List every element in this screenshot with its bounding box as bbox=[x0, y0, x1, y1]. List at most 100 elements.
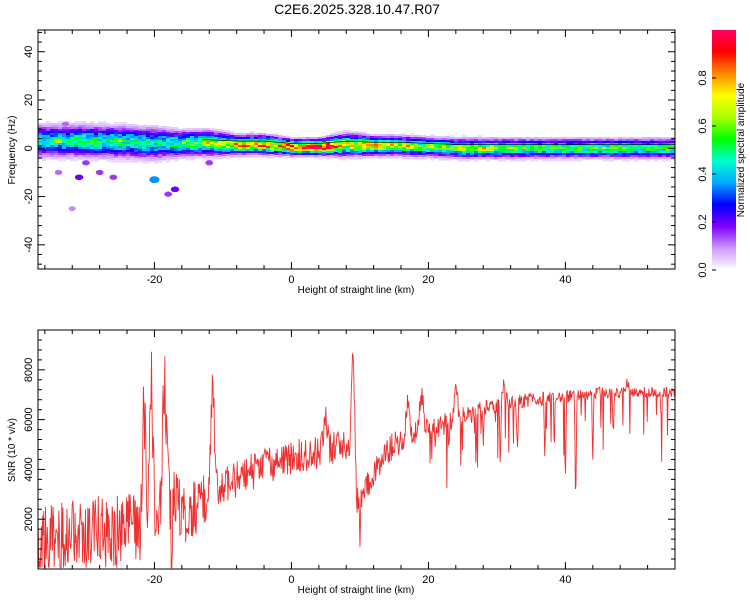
heatmap-cell bbox=[90, 145, 95, 148]
heatmap-cell bbox=[158, 152, 163, 155]
heatmap-cell bbox=[522, 143, 527, 146]
heatmap-cell bbox=[622, 149, 627, 152]
heatmap-cell bbox=[258, 153, 263, 156]
heatmap-cell bbox=[338, 149, 343, 152]
heatmap-cell bbox=[410, 141, 415, 144]
heatmap-cell bbox=[458, 137, 463, 140]
heatmap-cell bbox=[362, 138, 367, 141]
heatmap-cell bbox=[202, 152, 207, 155]
heatmap-cell bbox=[390, 140, 395, 143]
heatmap-cell bbox=[298, 143, 303, 146]
heatmap-cell bbox=[530, 159, 535, 162]
heatmap-cell bbox=[130, 158, 135, 161]
heatmap-cell bbox=[446, 138, 451, 141]
heatmap-cell bbox=[194, 146, 199, 149]
heatmap-cell bbox=[410, 155, 415, 158]
heatmap-cell bbox=[194, 148, 199, 151]
heatmap-cell bbox=[238, 151, 243, 154]
heatmap-cell bbox=[430, 134, 435, 137]
heatmap-cell bbox=[406, 149, 411, 152]
heatmap-cell bbox=[154, 147, 159, 150]
heatmap-cell bbox=[510, 159, 515, 162]
heatmap-cell bbox=[166, 152, 171, 155]
heatmap-cell bbox=[222, 148, 227, 151]
heatmap-cell bbox=[618, 145, 623, 148]
heatmap-cell bbox=[590, 139, 595, 142]
heatmap-cell bbox=[270, 148, 275, 151]
heatmap-cell bbox=[374, 142, 379, 145]
heatmap-cell bbox=[38, 129, 43, 132]
heatmap-cell bbox=[498, 137, 503, 140]
heatmap-cell bbox=[438, 154, 443, 157]
heatmap-cell bbox=[326, 135, 331, 138]
heatmap-cell bbox=[502, 147, 507, 150]
heatmap-cell bbox=[622, 153, 627, 156]
heatmap-cell bbox=[514, 155, 519, 158]
heatmap-cell bbox=[574, 149, 579, 152]
spectrogram-xtick-label: 40 bbox=[559, 274, 571, 286]
heatmap-cell bbox=[174, 127, 179, 130]
heatmap-cell bbox=[166, 138, 171, 141]
heatmap-cell bbox=[206, 144, 211, 147]
heatmap-cell bbox=[430, 138, 435, 141]
heatmap-cell bbox=[114, 160, 119, 163]
heatmap-cell bbox=[566, 147, 571, 150]
heatmap-cell bbox=[258, 135, 263, 138]
heatmap-cell bbox=[670, 151, 675, 154]
heatmap-cell bbox=[558, 157, 563, 160]
heatmap-cell bbox=[342, 142, 347, 145]
heatmap-cell bbox=[270, 138, 275, 141]
heatmap-cell bbox=[138, 159, 143, 162]
heatmap-cell bbox=[398, 136, 403, 139]
heatmap-cell bbox=[642, 151, 647, 154]
heatmap-speckle bbox=[74, 174, 84, 181]
heatmap-cell bbox=[326, 139, 331, 142]
heatmap-cell bbox=[238, 153, 243, 156]
heatmap-cell bbox=[218, 151, 223, 154]
heatmap-cell bbox=[550, 159, 555, 162]
heatmap-cell bbox=[310, 143, 315, 146]
heatmap-cell bbox=[110, 146, 115, 149]
heatmap-cell bbox=[618, 139, 623, 142]
heatmap-cell bbox=[174, 129, 179, 132]
heatmap-cell bbox=[134, 146, 139, 149]
heatmap-cell bbox=[418, 145, 423, 148]
heatmap-cell bbox=[210, 152, 215, 155]
heatmap-cell bbox=[326, 147, 331, 150]
heatmap-cell bbox=[466, 145, 471, 148]
heatmap-cell bbox=[86, 147, 91, 150]
heatmap-cell bbox=[374, 154, 379, 157]
heatmap-cell bbox=[334, 144, 339, 147]
heatmap-cell bbox=[610, 139, 615, 142]
colorbar-label: Normalized spectral amplitude bbox=[736, 82, 747, 217]
heatmap-cell bbox=[334, 152, 339, 155]
heatmap-speckle bbox=[54, 169, 63, 175]
heatmap-cell bbox=[374, 140, 379, 143]
heatmap-cell bbox=[298, 151, 303, 154]
heatmap-cell bbox=[626, 153, 631, 156]
heatmap-cell bbox=[142, 147, 147, 150]
heatmap-cell bbox=[334, 134, 339, 137]
heatmap-cell bbox=[90, 153, 95, 156]
heatmap-cell bbox=[50, 131, 55, 134]
heatmap-cell bbox=[462, 155, 467, 158]
heatmap-cell bbox=[494, 141, 499, 144]
heatmap-cell bbox=[482, 145, 487, 148]
heatmap-cell bbox=[586, 151, 591, 154]
heatmap-cell bbox=[294, 151, 299, 154]
heatmap-cell bbox=[98, 125, 103, 128]
heatmap-cell bbox=[350, 133, 355, 136]
heatmap-cell bbox=[278, 145, 283, 148]
heatmap-cell bbox=[86, 141, 91, 144]
heatmap-cell bbox=[290, 139, 295, 142]
heatmap-cell bbox=[142, 137, 147, 140]
heatmap-cell bbox=[542, 159, 547, 162]
heatmap-cell bbox=[346, 154, 351, 157]
heatmap-cell bbox=[314, 137, 319, 140]
heatmap-cell bbox=[654, 149, 659, 152]
heatmap-cell bbox=[546, 145, 551, 148]
heatmap-cell bbox=[122, 126, 127, 129]
heatmap-cell bbox=[354, 135, 359, 138]
heatmap-cell bbox=[142, 127, 147, 130]
heatmap-cell bbox=[598, 157, 603, 160]
